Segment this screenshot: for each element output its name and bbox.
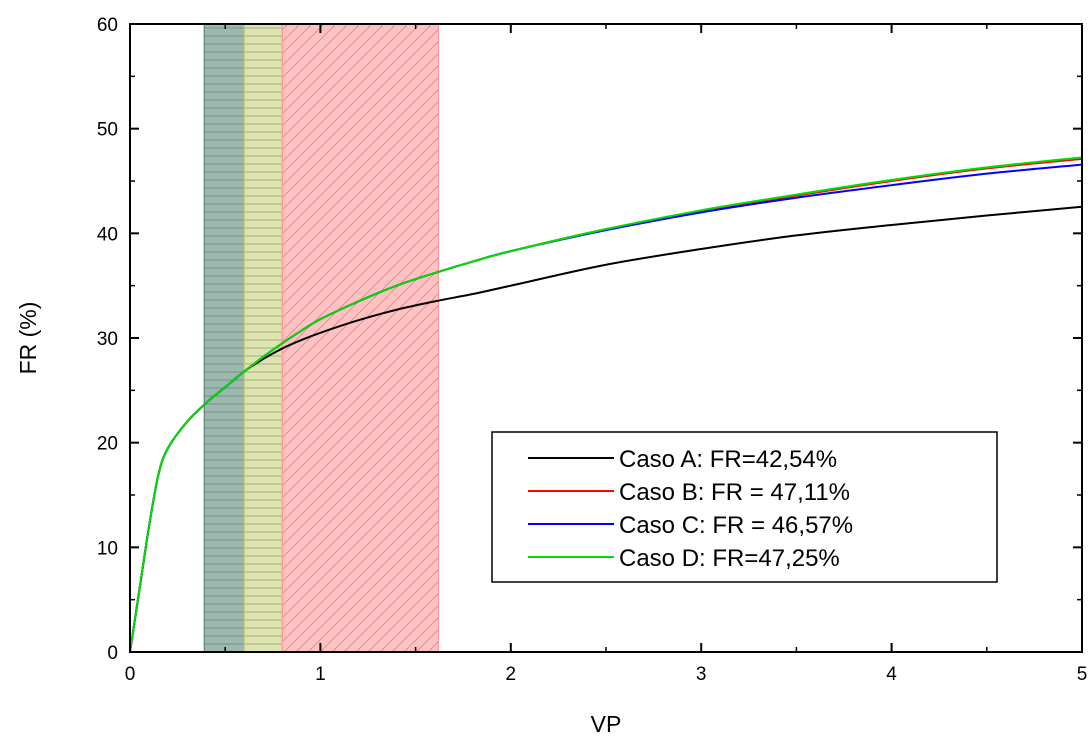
legend-label-1: Caso A: FR=42,54% <box>619 446 837 473</box>
x-tick-label: 5 <box>1077 664 1088 685</box>
x-tick-label: 1 <box>315 664 326 685</box>
y-tick-label: 40 <box>97 224 118 245</box>
y-tick-label: 20 <box>97 434 118 455</box>
y-tick-label: 50 <box>97 120 118 141</box>
series-lines <box>130 156 1082 652</box>
x-tick-label: 2 <box>506 664 517 685</box>
legend-label-3: Caso C: FR = 46,57% <box>619 512 853 539</box>
legend-label-4: Caso D: FR=47,25% <box>619 545 840 572</box>
y-axis-title: FR (%) <box>15 302 41 375</box>
x-tick-label: 4 <box>886 664 897 685</box>
x-tick-label: 0 <box>125 664 136 685</box>
y-tick-label: 0 <box>107 643 118 664</box>
x-axis-title: VP <box>591 711 622 737</box>
series-line-4 <box>130 156 1082 652</box>
legend-label-2: Caso B: FR = 47,11% <box>619 479 850 506</box>
shaded-regions <box>203 24 440 652</box>
x-tick-label: 3 <box>696 664 707 685</box>
y-tick-label: 30 <box>97 329 118 350</box>
legend: Caso A: FR=42,54% Caso B: FR = 47,11% Caso… <box>491 431 998 583</box>
shaded-region-hatch-1 <box>204 24 245 652</box>
y-tick-label: 10 <box>97 538 118 559</box>
y-tick-label: 60 <box>97 15 118 36</box>
shaded-region-hatch-2 <box>244 24 283 652</box>
